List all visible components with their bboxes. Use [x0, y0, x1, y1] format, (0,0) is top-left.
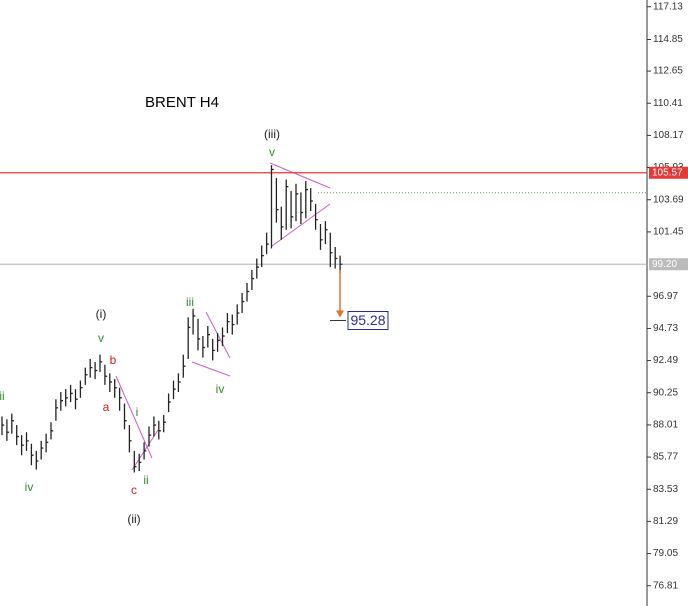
y-tick-label: 88.01 [653, 420, 678, 431]
wave-label: (i) [96, 307, 107, 321]
target-box [347, 311, 389, 331]
price-level-label: 99.20 [652, 259, 677, 270]
y-tick-label: 94.73 [653, 323, 678, 334]
wedge-line [115, 375, 153, 459]
wave-label: (iii) [264, 127, 280, 141]
y-tick-label: 114.85 [653, 34, 683, 45]
y-tick-label: 103.69 [653, 194, 684, 205]
y-tick-label: 96.97 [653, 291, 678, 302]
y-tick-label: 117.13 [653, 1, 683, 12]
y-tick-label: 90.25 [653, 387, 678, 398]
wedge-line [269, 162, 331, 189]
wedge-line [191, 361, 231, 377]
wave-label: v [269, 145, 275, 159]
y-tick-label: 76.81 [653, 580, 678, 591]
wave-label: iv [25, 480, 34, 494]
wedge-lines [115, 162, 331, 471]
target-label: 95.28 [350, 312, 385, 328]
wave-label: ii [143, 473, 148, 487]
y-tick-label: 101.45 [653, 227, 684, 238]
wave-label: ii [0, 389, 5, 403]
wave-label: v [98, 331, 104, 345]
y-tick-label: 79.05 [653, 548, 678, 559]
wave-label: i [136, 405, 139, 419]
target-arrowhead [336, 310, 344, 318]
price-level-box [649, 166, 688, 179]
wave-label: (ii) [127, 512, 140, 526]
price-level-box [649, 258, 688, 271]
y-tick-label: 108.17 [653, 130, 684, 141]
wave-label: a [103, 400, 110, 414]
y-tick-label: 81.29 [653, 516, 678, 527]
y-tick-label: 110.41 [653, 98, 683, 109]
y-tick-label: 85.77 [653, 452, 678, 463]
wedge-line [131, 429, 159, 471]
y-tick-label: 83.53 [653, 484, 678, 495]
wave-label: b [110, 353, 117, 367]
chart-title: BRENT H4 [145, 94, 219, 111]
price-level-label: 105.57 [652, 167, 683, 178]
y-tick-label: 92.49 [653, 355, 678, 366]
wave-label: iv [216, 382, 225, 396]
y-tick-label: 112.65 [653, 66, 683, 77]
wave-label: iii [186, 295, 194, 309]
wave-label: c [131, 483, 137, 497]
